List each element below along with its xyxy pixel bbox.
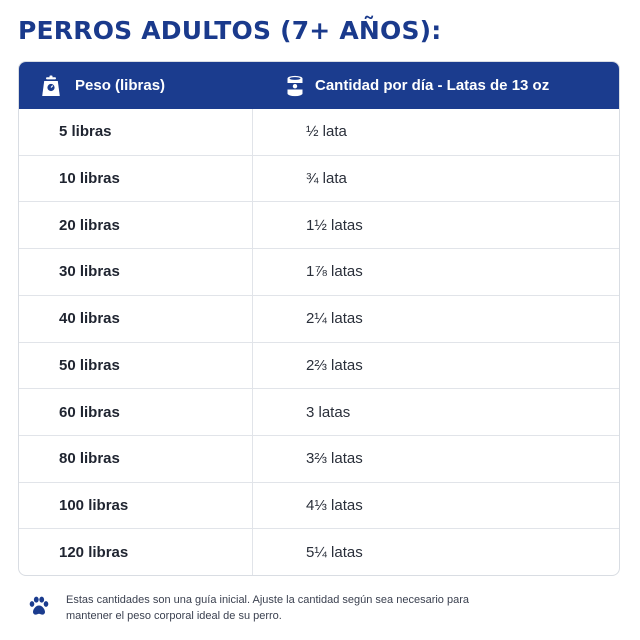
table-row: 100 libras 4⅓ latas <box>19 481 619 529</box>
table-header: Peso (libras) Cantidad por día - Latas d… <box>19 62 619 109</box>
weight-cell: 10 libras <box>19 155 253 202</box>
amount-cell: 5¼ latas <box>306 543 363 561</box>
weight-cell: 30 libras <box>19 249 253 295</box>
table-body: 5 libras ½ lata 10 libras ¾ lata 20 libr… <box>19 109 619 575</box>
table-row: 60 libras 3 latas <box>19 388 619 435</box>
header-weight-label: Peso (libras) <box>75 77 166 94</box>
scale-icon <box>41 75 61 97</box>
weight-cell: 5 libras <box>19 109 253 155</box>
weight-cell: 50 libras <box>19 342 253 389</box>
weight-cell: 60 libras <box>19 389 253 435</box>
amount-cell: 1⅞ latas <box>306 263 363 281</box>
header-amount: Cantidad por día - Latas de 13 oz <box>253 75 549 97</box>
header-weight: Peso (libras) <box>19 75 253 97</box>
page-title: PERROS ADULTOS (7+ AÑOS): <box>18 16 442 45</box>
table-row: 40 libras 2¼ latas <box>19 294 619 342</box>
weight-cell: 40 libras <box>19 295 253 342</box>
amount-cell: 3 latas <box>306 403 351 421</box>
amount-cell: ¾ lata <box>306 170 347 188</box>
amount-cell: 4⅓ latas <box>306 496 363 514</box>
amount-cell: 3⅔ latas <box>306 450 363 468</box>
table-row: 120 libras 5¼ latas <box>19 528 619 575</box>
feeding-table: Peso (libras) Cantidad por día - Latas d… <box>18 61 620 576</box>
table-row: 50 libras 2⅔ latas <box>19 341 619 389</box>
table-row: 5 libras ½ lata <box>19 109 619 155</box>
footnote-text: Estas cantidades son una guía inicial. A… <box>66 594 469 622</box>
table-row: 20 libras 1½ latas <box>19 201 619 249</box>
weight-cell: 20 libras <box>19 202 253 249</box>
amount-cell: 2¼ latas <box>306 310 363 328</box>
weight-cell: 120 libras <box>19 529 253 575</box>
footnote: Estas cantidades son una guía inicial. A… <box>28 592 486 624</box>
amount-cell: 2⅔ latas <box>306 356 363 374</box>
weight-cell: 80 libras <box>19 435 253 482</box>
header-amount-label: Cantidad por día - Latas de 13 oz <box>315 77 550 94</box>
amount-cell: ½ lata <box>306 123 347 141</box>
table-row: 30 libras 1⅞ latas <box>19 248 619 295</box>
table-row: 80 libras 3⅔ latas <box>19 434 619 482</box>
paw-icon <box>28 595 50 617</box>
table-row: 10 libras ¾ lata <box>19 154 619 202</box>
weight-cell: 100 libras <box>19 482 253 529</box>
amount-cell: 1½ latas <box>306 216 363 234</box>
food-can-icon <box>285 75 305 97</box>
